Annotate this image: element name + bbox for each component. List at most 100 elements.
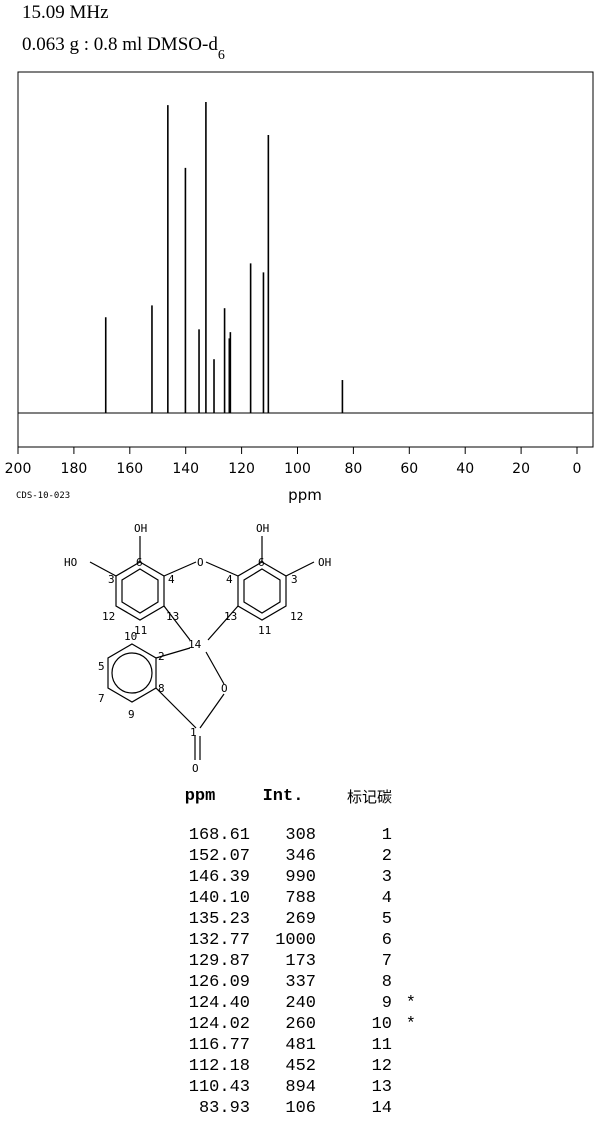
x-tick-label: 140 (172, 461, 199, 477)
cell-intensity: 481 (285, 1036, 316, 1055)
peak-row: 132.77 1000 6 (150, 930, 416, 951)
label-oh-3: OH (318, 556, 331, 569)
label-c12-right: 12 (290, 610, 303, 623)
peak-row: 135.23 269 5 (150, 909, 416, 930)
bond-ho-left (89, 561, 117, 577)
bond-ether-right (205, 561, 239, 577)
label-carbonyl-o: O (192, 762, 199, 775)
cell-marker (392, 930, 416, 951)
label-c8: 8 (158, 682, 165, 695)
spectrometer-frequency: 15.09 MHz (22, 2, 109, 23)
cell-ppm: 129.87 (188, 952, 250, 971)
peak-group (104, 102, 344, 413)
cell-ppm: 140.10 (188, 889, 250, 908)
label-c10: 10 (124, 630, 137, 643)
cell-intensity: 452 (285, 1057, 316, 1076)
cell-intensity: 337 (285, 973, 316, 992)
peak-row: 126.09 337 8 (150, 972, 416, 993)
cell-marker (392, 867, 416, 888)
cell-intensity: 106 (285, 1099, 316, 1118)
cell-ppm: 152.07 (188, 847, 250, 866)
bond-c14-phenyl (155, 647, 191, 659)
cell-marker (392, 825, 416, 846)
label-c2: 2 (158, 650, 165, 663)
label-c6-left: 6 (136, 556, 143, 569)
cell-ppm: 132.77 (188, 931, 250, 950)
cell-ppm: 112.18 (188, 1057, 250, 1076)
plot-frame (17, 71, 594, 448)
cell-ppm: 146.39 (188, 868, 250, 887)
cell-ppm: 124.02 (188, 1015, 250, 1034)
label-c12-left: 12 (102, 610, 115, 623)
right-ring (237, 561, 287, 621)
bond-c13-c14-right (207, 605, 239, 641)
cell-carbon-number: 1 (381, 826, 392, 845)
bond-ether-left (163, 561, 197, 577)
left-ring (115, 561, 165, 621)
x-tick-label: 100 (284, 461, 311, 477)
peak-row: 152.07 346 2 (150, 846, 416, 867)
cell-intensity: 894 (285, 1078, 316, 1097)
sample-description: 0.063 g : 0.8 ml DMSO-d6 (22, 34, 225, 63)
phenyl-aromatic-circle (111, 652, 153, 694)
peak-row: 116.77 481 11 (150, 1035, 416, 1056)
cell-carbon-number: 9 (381, 994, 392, 1013)
header-carbon: 标记碳 (346, 788, 392, 806)
label-c3-right: 3 (291, 573, 298, 586)
label-c7: 7 (98, 692, 105, 705)
right-ring-inner (243, 568, 281, 614)
cell-ppm: 83.93 (198, 1099, 250, 1118)
label-c9: 9 (128, 708, 135, 721)
peak-row: 168.61 308 1 (150, 825, 416, 846)
x-tick-label: 40 (456, 461, 474, 477)
x-axis-ticks: 200 180 160 140 120 100 80 60 40 20 0 (5, 447, 582, 477)
cell-intensity: 990 (285, 868, 316, 887)
x-tick-label: 80 (344, 461, 362, 477)
label-c3-left: 3 (108, 573, 115, 586)
cell-ppm: 168.61 (188, 826, 250, 845)
cell-carbon-number: 12 (371, 1057, 392, 1076)
peak-table-header: ppm Int. 标记碳 (150, 786, 416, 825)
label-c4-left: 4 (168, 573, 175, 586)
peak-row: 110.43 894 13 (150, 1077, 416, 1098)
peak-row: 129.87 173 7 (150, 951, 416, 972)
label-c4-right: 4 (226, 573, 233, 586)
x-tick-label: 200 (5, 461, 32, 477)
label-oh-1: OH (134, 522, 147, 535)
cell-intensity: 173 (285, 952, 316, 971)
cell-carbon-number: 14 (371, 1099, 392, 1118)
bond-oh-right (285, 561, 315, 577)
x-tick-label: 180 (61, 461, 88, 477)
label-c13-left: 13 (166, 610, 179, 623)
x-tick-label: 60 (400, 461, 418, 477)
label-oh-2: OH (256, 522, 269, 535)
cell-marker (392, 972, 416, 993)
cell-carbon-number: 13 (371, 1078, 392, 1097)
cell-marker (392, 1098, 416, 1119)
peak-row: 112.18 452 12 (150, 1056, 416, 1077)
label-c14: 14 (188, 638, 202, 651)
cell-ppm: 116.77 (188, 1036, 250, 1055)
label-c1: 1 (190, 726, 197, 739)
cell-ppm: 124.40 (188, 994, 250, 1013)
peak-table: ppm Int. 标记碳 168.61 308 1 152.07 346 2 146.39 9… (150, 786, 416, 1119)
spectrum-code: CDS-10-023 (16, 491, 71, 501)
left-ring-inner (121, 568, 159, 614)
cell-marker (392, 909, 416, 930)
cell-marker (392, 888, 416, 909)
cell-carbon-number: 10 (371, 1015, 392, 1034)
cell-intensity: 346 (285, 847, 316, 866)
cell-marker (392, 1077, 416, 1098)
cell-ppm: 110.43 (188, 1078, 250, 1097)
cell-marker (392, 846, 416, 867)
x-tick-label: 120 (228, 461, 255, 477)
cell-marker: * (405, 1015, 416, 1034)
peak-row: 124.40 240 9 * (150, 993, 416, 1014)
x-tick-label: 160 (116, 461, 143, 477)
cell-carbon-number: 2 (381, 847, 392, 866)
peak-row: 140.10 788 4 (150, 888, 416, 909)
bond-c14-o (205, 651, 225, 685)
x-tick-label: 0 (573, 461, 582, 477)
bond-phenyl-c1 (155, 687, 197, 729)
cell-carbon-number: 5 (381, 910, 392, 929)
